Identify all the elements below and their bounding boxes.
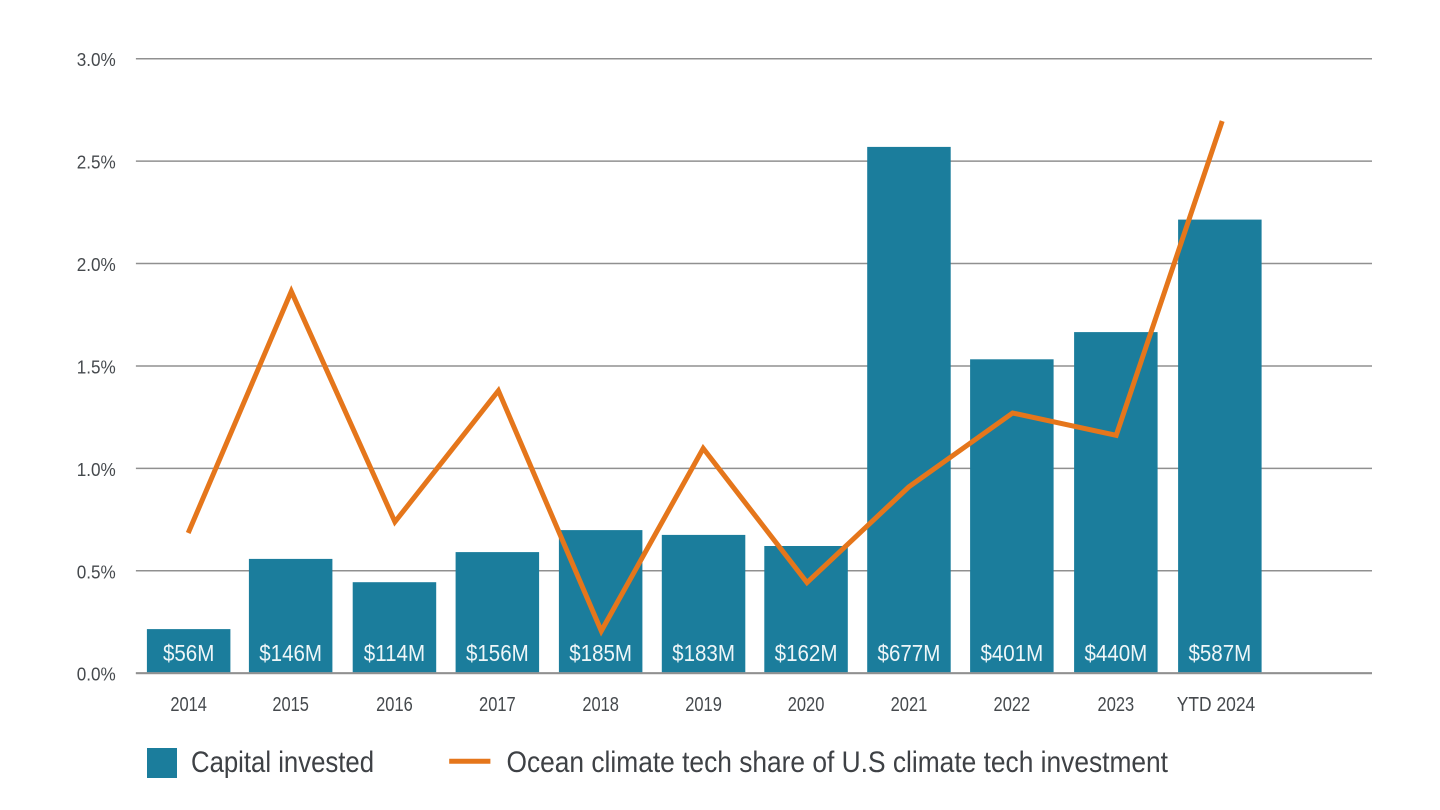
svg-text:YTD 2024: YTD 2024 bbox=[1177, 693, 1256, 716]
svg-text:Ocean climate tech share of U.: Ocean climate tech share of U.S climate … bbox=[507, 746, 1169, 779]
svg-text:2018: 2018 bbox=[582, 693, 619, 716]
svg-text:$146M: $146M bbox=[259, 640, 322, 666]
svg-text:$114M: $114M bbox=[364, 640, 425, 666]
svg-text:2022: 2022 bbox=[994, 693, 1031, 716]
svg-text:$677M: $677M bbox=[878, 640, 941, 666]
svg-text:3.0%: 3.0% bbox=[77, 50, 116, 70]
svg-text:2014: 2014 bbox=[170, 693, 207, 716]
svg-text:2015: 2015 bbox=[272, 693, 309, 716]
svg-text:Capital invested: Capital invested bbox=[191, 746, 374, 779]
svg-text:$587M: $587M bbox=[1188, 640, 1251, 666]
svg-text:1.0%: 1.0% bbox=[77, 460, 116, 480]
svg-text:0.0%: 0.0% bbox=[77, 665, 116, 685]
svg-text:2020: 2020 bbox=[788, 693, 825, 716]
svg-text:$183M: $183M bbox=[672, 640, 735, 666]
svg-text:2017: 2017 bbox=[479, 693, 516, 716]
svg-text:$156M: $156M bbox=[466, 640, 529, 666]
svg-text:$162M: $162M bbox=[775, 640, 838, 666]
svg-text:2016: 2016 bbox=[376, 693, 413, 716]
svg-text:2.5%: 2.5% bbox=[77, 153, 116, 173]
svg-text:2019: 2019 bbox=[685, 693, 722, 716]
svg-text:2021: 2021 bbox=[891, 693, 928, 716]
svg-text:$401M: $401M bbox=[980, 640, 1043, 666]
svg-text:2023: 2023 bbox=[1098, 693, 1135, 716]
svg-text:1.5%: 1.5% bbox=[77, 358, 116, 378]
svg-text:$185M: $185M bbox=[569, 640, 632, 666]
svg-text:0.5%: 0.5% bbox=[77, 562, 116, 582]
svg-text:$440M: $440M bbox=[1084, 640, 1147, 666]
svg-text:2.0%: 2.0% bbox=[77, 255, 116, 275]
svg-text:$56M: $56M bbox=[163, 640, 214, 666]
